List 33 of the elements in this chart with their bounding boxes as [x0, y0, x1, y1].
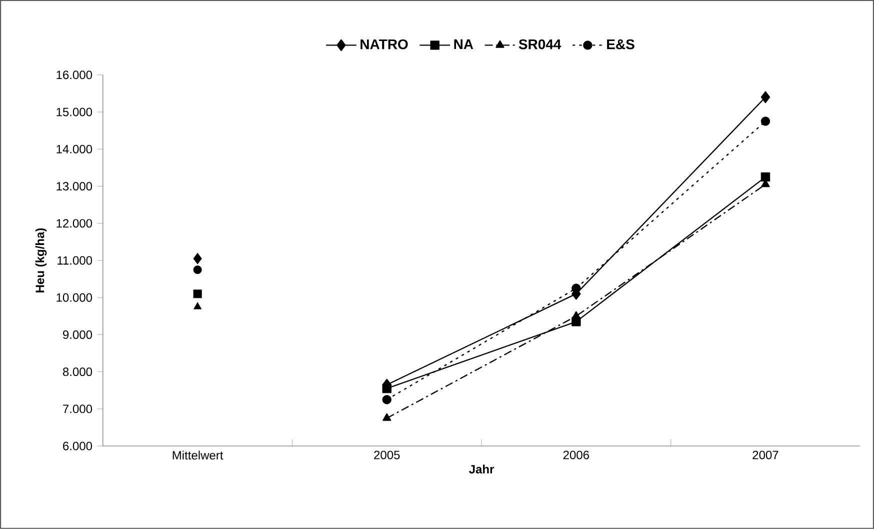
point [382, 413, 392, 421]
x-tick-label: 2007 [752, 450, 778, 460]
point [382, 395, 392, 404]
point [760, 172, 770, 182]
legend-label: NA [454, 39, 474, 50]
point [194, 302, 202, 310]
point [760, 91, 770, 104]
legend-label: NATRO [360, 39, 408, 50]
x-tick-label: 2005 [374, 450, 400, 460]
point [193, 290, 202, 298]
point [193, 266, 202, 274]
point [193, 253, 202, 264]
x-tick-label: Mittelwert [172, 450, 224, 460]
y-tick-label: 16.000 [56, 70, 92, 80]
y-tick-label: 10.000 [56, 293, 92, 302]
y-tick-label: 14.000 [56, 144, 92, 154]
y-tick-label: 11.000 [58, 256, 92, 265]
point [572, 311, 580, 319]
y-tick-label: 12.000 [56, 219, 92, 228]
point [382, 384, 392, 394]
y-tick-label: 9.000 [63, 330, 92, 339]
x-axis-title: Jahr [469, 464, 494, 474]
point [572, 284, 581, 293]
legend-label: SR044 [518, 39, 562, 50]
y-tick-label: 8.000 [62, 368, 92, 376]
y-tick-label: 7.000 [63, 404, 92, 414]
y-tick-label: 13.000 [56, 182, 92, 191]
point [760, 116, 770, 126]
x-tick-label: 2006 [563, 450, 589, 460]
y-tick-label: 15.000 [56, 108, 92, 116]
y-tick-label: 6.000 [63, 442, 92, 450]
y-axis-title: Heu (kg/ha) [35, 228, 47, 292]
legend-label: E&S [607, 39, 634, 50]
